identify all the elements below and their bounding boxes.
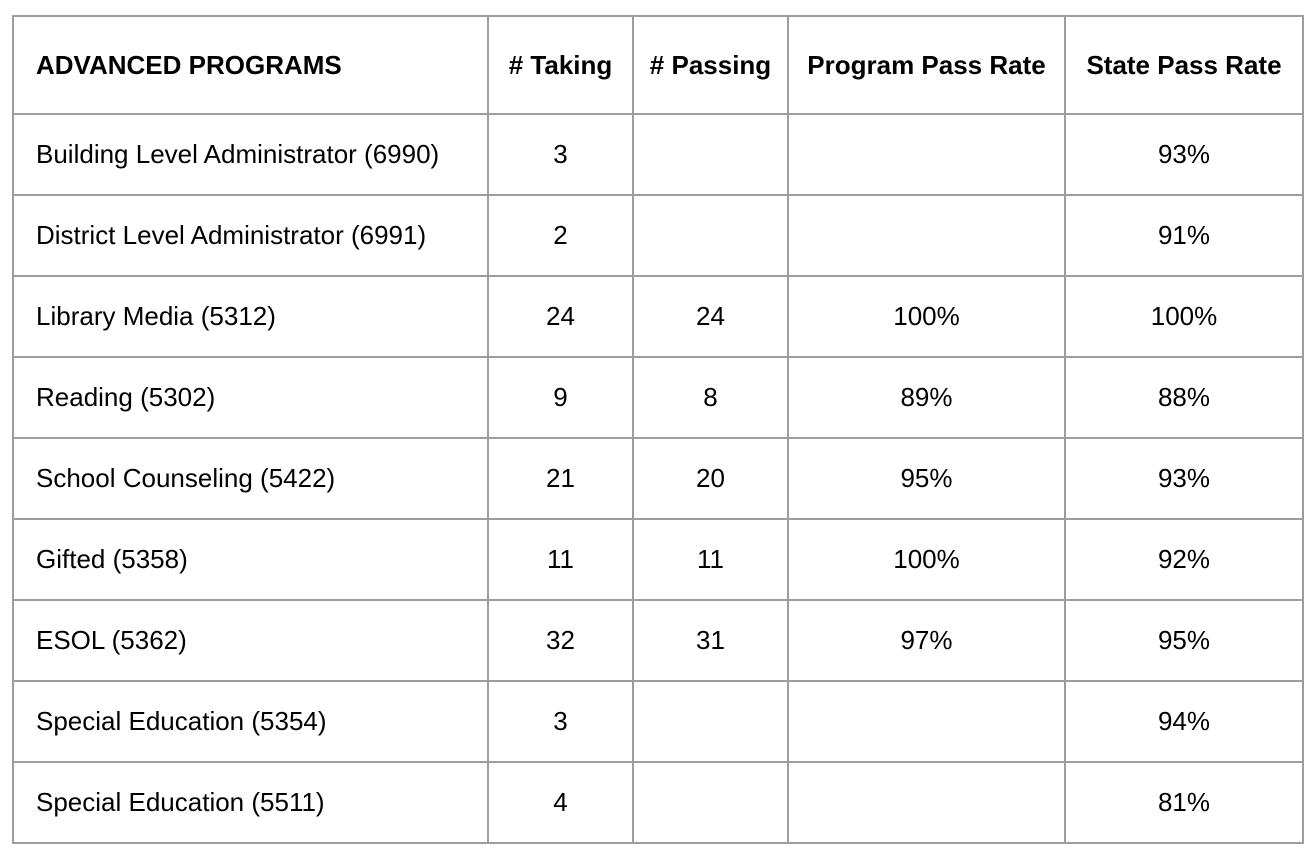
cell-program-pass-rate: 95% (787, 437, 1066, 520)
column-header-taking: # Taking (487, 15, 634, 115)
cell-state-pass-rate: 94% (1064, 680, 1304, 763)
cell-taking: 3 (487, 680, 634, 763)
cell-program: Special Education (5354) (12, 680, 489, 763)
column-header-passing: # Passing (632, 15, 789, 115)
cell-program: Reading (5302) (12, 356, 489, 439)
cell-state-pass-rate: 91% (1064, 194, 1304, 277)
cell-state-pass-rate: 81% (1064, 761, 1304, 844)
cell-passing (632, 194, 789, 277)
cell-passing: 11 (632, 518, 789, 601)
cell-state-pass-rate: 93% (1064, 113, 1304, 196)
cell-state-pass-rate: 95% (1064, 599, 1304, 682)
table-header: ADVANCED PROGRAMS # Taking # Passing Progra… (12, 15, 1304, 115)
cell-state-pass-rate: 93% (1064, 437, 1304, 520)
cell-passing: 8 (632, 356, 789, 439)
cell-passing (632, 113, 789, 196)
column-header-state-pass-rate: State Pass Rate (1064, 15, 1304, 115)
table-row: Special Education (5511) 4 81% (12, 761, 1304, 844)
table-row: Library Media (5312) 24 24 100% 100% (12, 275, 1304, 358)
cell-taking: 21 (487, 437, 634, 520)
table-row: ESOL (5362) 32 31 97% 95% (12, 599, 1304, 682)
cell-taking: 4 (487, 761, 634, 844)
cell-program-pass-rate (787, 194, 1066, 277)
cell-taking: 24 (487, 275, 634, 358)
table-row: Gifted (5358) 11 11 100% 92% (12, 518, 1304, 601)
cell-program: District Level Administrator (6991) (12, 194, 489, 277)
cell-program-pass-rate: 97% (787, 599, 1066, 682)
table-row: Reading (5302) 9 8 89% 88% (12, 356, 1304, 439)
table-row: Special Education (5354) 3 94% (12, 680, 1304, 763)
cell-taking: 2 (487, 194, 634, 277)
table-body: Building Level Administrator (6990) 3 93% D… (12, 113, 1304, 844)
cell-state-pass-rate: 92% (1064, 518, 1304, 601)
table-row: School Counseling (5422) 21 20 95% 93% (12, 437, 1304, 520)
cell-program-pass-rate (787, 761, 1066, 844)
cell-program: Building Level Administrator (6990) (12, 113, 489, 196)
column-header-program-pass-rate: Program Pass Rate (787, 15, 1066, 115)
cell-program-pass-rate: 89% (787, 356, 1066, 439)
cell-passing: 31 (632, 599, 789, 682)
advanced-programs-table: ADVANCED PROGRAMS # Taking # Passing Progra… (12, 15, 1304, 844)
cell-program-pass-rate (787, 113, 1066, 196)
cell-passing: 24 (632, 275, 789, 358)
cell-program-pass-rate (787, 680, 1066, 763)
table-row: District Level Administrator (6991) 2 91% (12, 194, 1304, 277)
column-header-program: ADVANCED PROGRAMS (12, 15, 489, 115)
cell-taking: 11 (487, 518, 634, 601)
cell-program: Library Media (5312) (12, 275, 489, 358)
cell-taking: 9 (487, 356, 634, 439)
cell-state-pass-rate: 100% (1064, 275, 1304, 358)
cell-passing (632, 680, 789, 763)
cell-program: School Counseling (5422) (12, 437, 489, 520)
cell-program: Special Education (5511) (12, 761, 489, 844)
cell-program: ESOL (5362) (12, 599, 489, 682)
cell-program-pass-rate: 100% (787, 275, 1066, 358)
cell-program-pass-rate: 100% (787, 518, 1066, 601)
header-row: ADVANCED PROGRAMS # Taking # Passing Progra… (12, 15, 1304, 115)
cell-state-pass-rate: 88% (1064, 356, 1304, 439)
cell-passing: 20 (632, 437, 789, 520)
cell-taking: 32 (487, 599, 634, 682)
table-row: Building Level Administrator (6990) 3 93% (12, 113, 1304, 196)
cell-taking: 3 (487, 113, 634, 196)
cell-passing (632, 761, 789, 844)
cell-program: Gifted (5358) (12, 518, 489, 601)
